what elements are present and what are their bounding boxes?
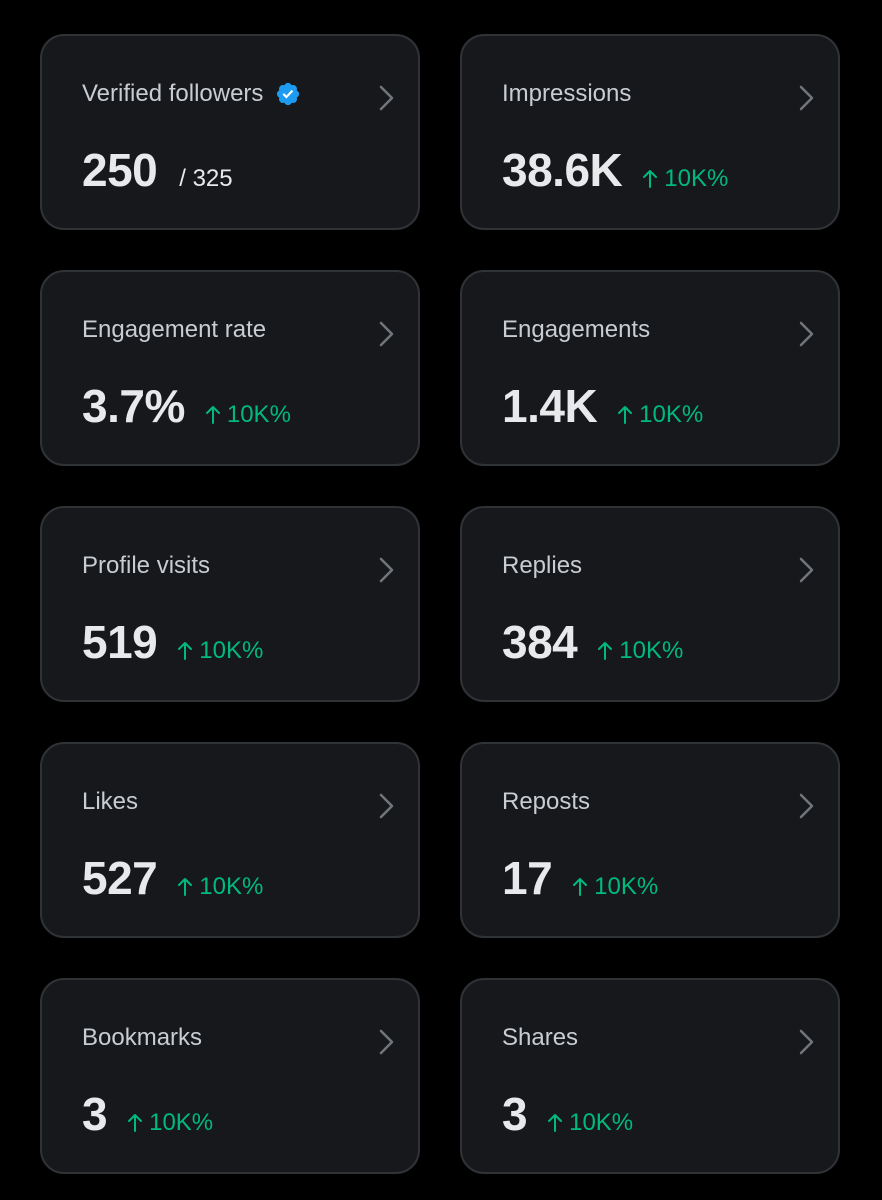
value-row: 250 / 325: [82, 144, 233, 205]
metric-value: 250: [82, 144, 158, 196]
card-impressions[interactable]: Impressions 38.6K 10K%: [460, 34, 840, 230]
card-title-row: Profile visits: [82, 552, 210, 580]
change-value: 10K%: [199, 637, 264, 664]
value-row: 17 10K%: [502, 852, 658, 913]
change-value: 10K%: [199, 873, 264, 900]
card-profile-visits[interactable]: Profile visits 519 10K%: [40, 506, 420, 702]
change-indicator: 10K%: [642, 153, 728, 205]
metric-value: 3.7%: [82, 380, 185, 432]
value-row: 3.7% 10K%: [82, 380, 291, 441]
card-title-row: Replies: [502, 552, 582, 580]
card-title-row: Shares: [502, 1024, 578, 1052]
arrow-up-icon: [598, 642, 613, 660]
value-row: 519 10K%: [82, 616, 263, 677]
change-indicator: 10K%: [205, 389, 291, 441]
value-row: 384 10K%: [502, 616, 683, 677]
card-title: Reposts: [502, 788, 591, 815]
card-title-row: Impressions: [502, 80, 631, 108]
chevron-right-icon: [799, 793, 814, 819]
change-indicator: 10K%: [127, 1097, 213, 1149]
metric-value: 527: [82, 852, 158, 904]
card-verified-followers[interactable]: Verified followers 250 / 325: [40, 34, 420, 230]
card-replies[interactable]: Replies 384 10K%: [460, 506, 840, 702]
value-row: 3 10K%: [82, 1088, 213, 1149]
arrow-up-icon: [548, 1114, 563, 1132]
change-value: 10K%: [664, 165, 729, 192]
card-title: Likes: [82, 788, 139, 815]
card-title: Engagements: [502, 316, 651, 343]
change-indicator: 10K%: [597, 625, 683, 677]
card-title-row: Engagement rate: [82, 316, 266, 344]
arrow-up-icon: [178, 642, 193, 660]
change-value: 10K%: [226, 401, 291, 428]
card-title: Engagement rate: [82, 316, 267, 343]
chevron-right-icon: [799, 557, 814, 583]
card-reposts[interactable]: Reposts 17 10K%: [460, 742, 840, 938]
metric-value: 38.6K: [502, 144, 623, 196]
arrow-up-icon: [205, 406, 220, 424]
card-bookmarks[interactable]: Bookmarks 3 10K%: [40, 978, 420, 1174]
card-title: Impressions: [502, 80, 632, 107]
card-title: Bookmarks: [82, 1024, 203, 1051]
card-title: Profile visits: [82, 552, 211, 579]
card-title-row: Reposts: [502, 788, 590, 816]
card-title-row: Engagements: [502, 316, 650, 344]
change-indicator: 10K%: [177, 861, 263, 913]
arrow-up-icon: [128, 1114, 143, 1132]
value-row: 3 10K%: [502, 1088, 633, 1149]
value-row: 527 10K%: [82, 852, 263, 913]
card-likes[interactable]: Likes 527 10K%: [40, 742, 420, 938]
chevron-right-icon: [379, 1029, 394, 1055]
change-value: 10K%: [149, 1109, 214, 1136]
change-indicator: 10K%: [177, 625, 263, 677]
metric-value: 3: [82, 1088, 108, 1140]
change-value: 10K%: [569, 1109, 634, 1136]
chevron-right-icon: [799, 1029, 814, 1055]
arrow-up-icon: [618, 406, 633, 424]
card-engagement-rate[interactable]: Engagement rate 3.7% 10K%: [40, 270, 420, 466]
chevron-right-icon: [379, 793, 394, 819]
arrow-up-icon: [178, 878, 193, 896]
card-title-row: Verified followers: [82, 80, 301, 108]
chevron-right-icon: [379, 557, 394, 583]
metric-total: / 325: [179, 165, 233, 192]
card-engagements[interactable]: Engagements 1.4K 10K%: [460, 270, 840, 466]
arrow-up-icon: [643, 170, 658, 188]
change-value: 10K%: [619, 637, 684, 664]
card-shares[interactable]: Shares 3 10K%: [460, 978, 840, 1174]
chevron-right-icon: [379, 321, 394, 347]
metric-value: 519: [82, 616, 158, 668]
change-indicator: 10K%: [617, 389, 703, 441]
chevron-right-icon: [379, 85, 394, 111]
change-value: 10K%: [594, 873, 659, 900]
card-title-row: Likes: [82, 788, 138, 816]
metric-value: 3: [502, 1088, 528, 1140]
card-title-row: Bookmarks: [82, 1024, 202, 1052]
change-indicator: 10K%: [547, 1097, 633, 1149]
card-title: Shares: [502, 1024, 579, 1051]
metric-value: 384: [502, 616, 578, 668]
value-row: 38.6K 10K%: [502, 144, 728, 205]
chevron-right-icon: [799, 321, 814, 347]
change-value: 10K%: [639, 401, 704, 428]
analytics-card-grid: Verified followers 250 / 325 Impressions…: [40, 34, 840, 1174]
arrow-up-icon: [573, 878, 588, 896]
card-title: Replies: [502, 552, 583, 579]
value-row: 1.4K 10K%: [502, 380, 703, 441]
change-indicator: 10K%: [572, 861, 658, 913]
card-title: Verified followers: [82, 80, 264, 107]
chevron-right-icon: [799, 85, 814, 111]
verified-badge-icon: [277, 82, 300, 106]
metric-value: 17: [502, 852, 553, 904]
metric-value: 1.4K: [502, 380, 598, 432]
